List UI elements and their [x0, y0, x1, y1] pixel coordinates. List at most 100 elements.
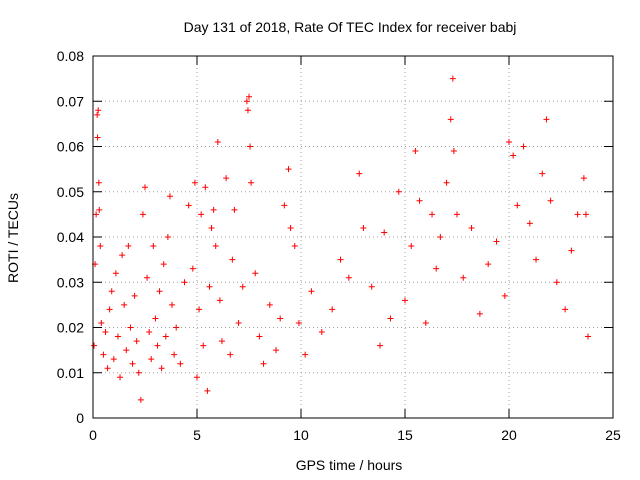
data-point	[337, 256, 344, 263]
data-point	[246, 93, 252, 100]
data-point	[110, 356, 117, 363]
y-tick-label: 0.05	[57, 184, 84, 200]
data-point	[216, 297, 223, 304]
data-point	[135, 369, 142, 376]
data-point	[580, 175, 587, 182]
y-tick-label: 0.03	[57, 274, 84, 290]
data-point	[295, 319, 302, 326]
data-point	[191, 179, 198, 186]
data-point	[123, 347, 130, 354]
data-point	[102, 329, 109, 336]
x-tick-label: 20	[501, 427, 517, 443]
y-tick-label: 0.02	[57, 320, 84, 336]
grid-layer	[93, 56, 613, 418]
data-point	[93, 211, 100, 218]
data-point	[212, 243, 219, 250]
data-point	[229, 256, 236, 263]
data-point	[447, 116, 454, 123]
data-point	[131, 292, 138, 299]
data-point	[127, 324, 134, 331]
data-point	[158, 365, 165, 372]
data-point	[171, 351, 178, 358]
data-point	[95, 107, 102, 114]
data-point	[562, 306, 569, 313]
data-point	[133, 338, 140, 345]
data-point	[166, 193, 173, 200]
data-point	[547, 197, 554, 204]
data-point	[189, 265, 196, 272]
data-point	[285, 166, 292, 173]
data-point	[281, 202, 288, 209]
y-tick-label: 0.08	[57, 48, 84, 64]
data-point	[302, 351, 309, 358]
plot-frame	[92, 55, 614, 419]
data-point	[108, 288, 115, 295]
data-point	[308, 288, 315, 295]
data-point	[260, 360, 267, 367]
data-point	[223, 175, 230, 182]
data-point	[121, 301, 128, 308]
data-point	[210, 206, 217, 213]
data-point	[368, 283, 375, 290]
data-point	[408, 243, 415, 250]
data-point	[248, 179, 255, 186]
y-tick-label: 0.01	[57, 365, 84, 381]
data-point	[422, 319, 429, 326]
data-point	[460, 274, 467, 281]
data-point	[539, 170, 546, 177]
y-tick-label: 0.07	[57, 93, 84, 109]
data-point	[568, 247, 575, 254]
y-tick-label: 0	[76, 410, 84, 426]
y-tick-label: 0.04	[57, 229, 84, 245]
data-point	[208, 224, 215, 231]
data-point	[114, 333, 121, 340]
data-point	[433, 265, 440, 272]
data-point	[543, 116, 550, 123]
x-axis-label: GPS time / hours	[296, 457, 403, 473]
data-point	[345, 274, 352, 281]
data-point	[206, 283, 213, 290]
data-point	[185, 202, 192, 209]
data-point	[510, 152, 517, 159]
data-point	[526, 220, 533, 227]
data-point	[142, 184, 148, 191]
data-point	[291, 243, 298, 250]
data-point	[402, 297, 408, 304]
data-point	[129, 360, 136, 367]
data-point	[277, 315, 284, 322]
tick-labels-layer: 0 0.01 0.02 0.03 0.04 0.05 0.06 0.07 0.08 0 5 10 15 2…	[57, 48, 621, 443]
data-point	[125, 243, 132, 250]
data-point	[106, 306, 113, 313]
data-point	[177, 360, 184, 367]
data-point	[450, 148, 457, 155]
data-point	[287, 224, 294, 231]
x-tick-label: 15	[397, 427, 413, 443]
data-point	[198, 211, 205, 218]
data-point	[485, 261, 492, 268]
data-point	[506, 138, 512, 145]
data-point	[227, 351, 234, 358]
data-point	[501, 292, 508, 299]
data-point	[412, 148, 419, 155]
data-point	[582, 211, 589, 218]
data-point	[204, 387, 211, 394]
data-point	[202, 184, 209, 191]
data-point	[152, 315, 159, 322]
data-point	[381, 229, 388, 236]
data-point	[150, 243, 157, 250]
data-point	[156, 288, 163, 295]
data-point	[148, 356, 155, 363]
data-point	[360, 224, 367, 231]
y-tick-label: 0.06	[57, 139, 84, 155]
data-point	[154, 342, 161, 349]
data-point	[553, 279, 560, 286]
x-tick-label: 0	[89, 427, 97, 443]
data-point	[266, 301, 273, 308]
data-point	[443, 179, 450, 186]
data-point	[231, 206, 238, 213]
data-point	[98, 319, 105, 326]
x-tick-label: 25	[605, 427, 621, 443]
chart-title: Day 131 of 2018, Rate Of TEC Index for r…	[184, 19, 517, 35]
data-point	[429, 211, 436, 218]
